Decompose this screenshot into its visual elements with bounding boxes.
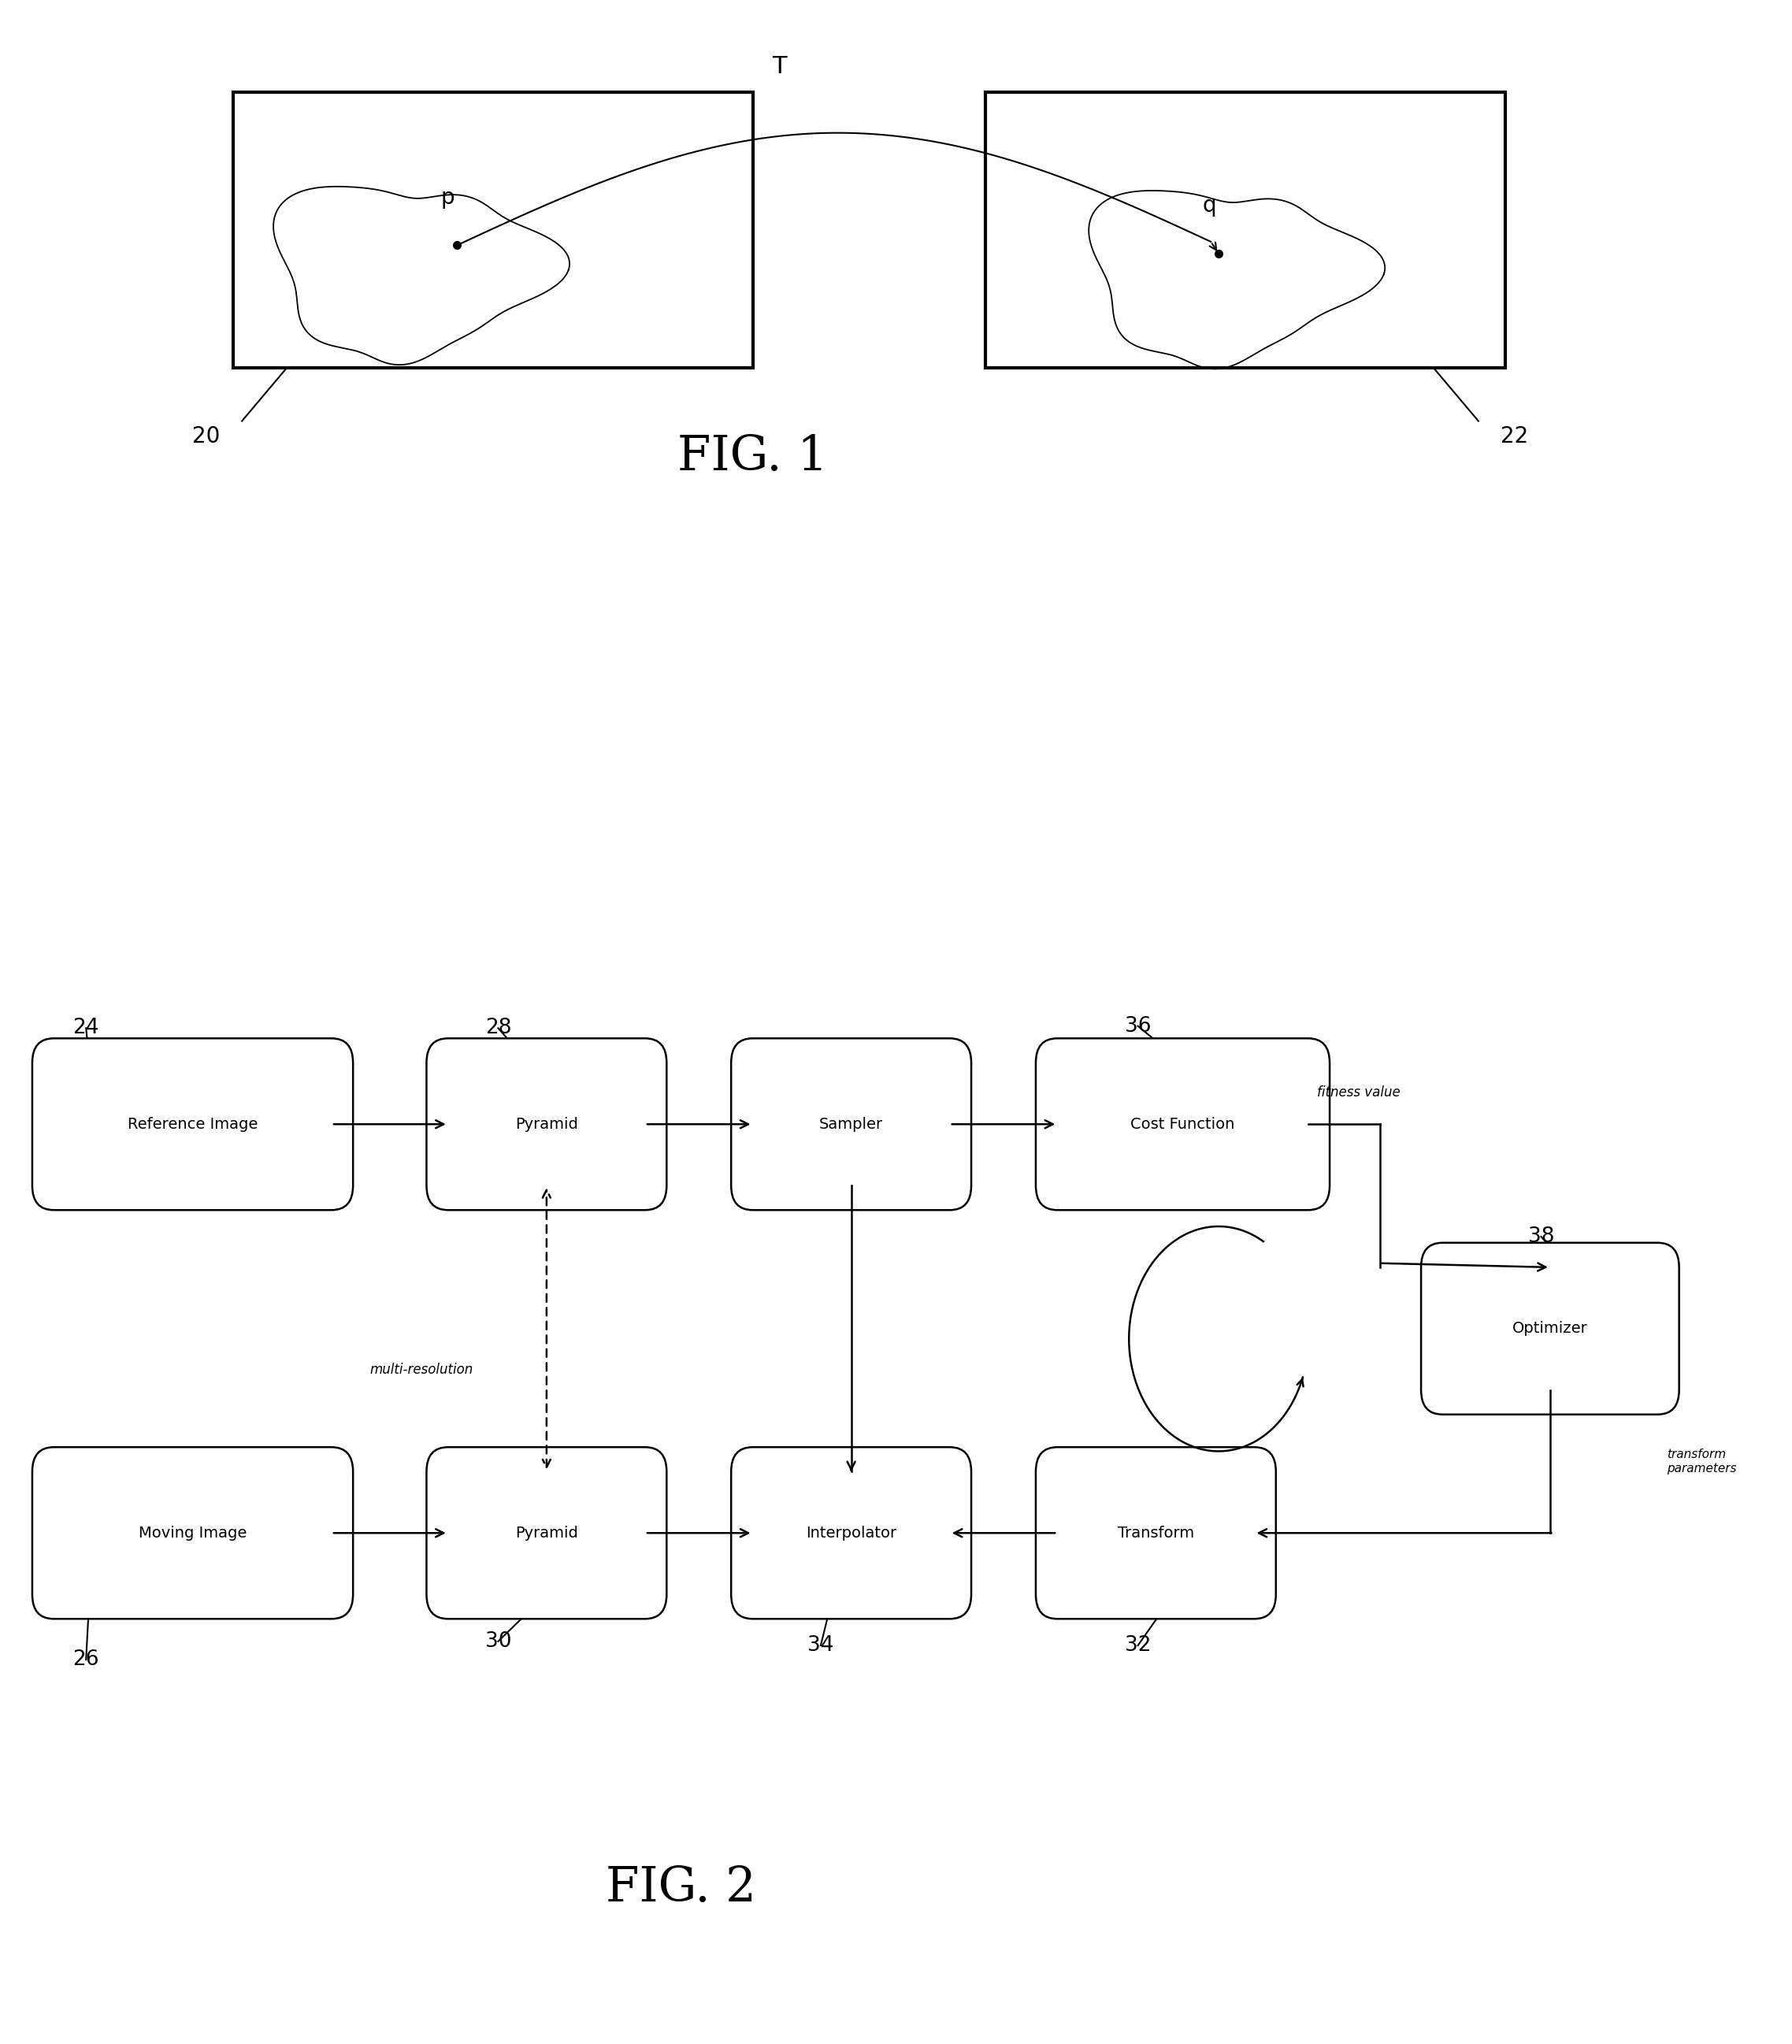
Text: Reference Image: Reference Image: [127, 1116, 258, 1132]
Text: 24: 24: [73, 1018, 99, 1038]
Text: T: T: [772, 55, 787, 78]
Text: 30: 30: [486, 1631, 511, 1652]
Text: Interpolator: Interpolator: [806, 1525, 896, 1541]
Text: fitness value: fitness value: [1317, 1085, 1400, 1100]
Text: Transform: Transform: [1118, 1525, 1193, 1541]
Text: q: q: [1202, 194, 1217, 217]
Text: Cost Function: Cost Function: [1131, 1116, 1235, 1132]
FancyBboxPatch shape: [32, 1447, 353, 1619]
Text: FIG. 1: FIG. 1: [677, 433, 828, 480]
Text: 38: 38: [1529, 1226, 1554, 1247]
Text: transform
parameters: transform parameters: [1667, 1449, 1736, 1474]
FancyBboxPatch shape: [426, 1447, 667, 1619]
Text: 34: 34: [808, 1635, 833, 1656]
Text: 36: 36: [1125, 1016, 1150, 1036]
Text: 32: 32: [1125, 1635, 1150, 1656]
Text: Pyramid: Pyramid: [514, 1525, 579, 1541]
FancyBboxPatch shape: [1036, 1038, 1330, 1210]
Text: 26: 26: [73, 1650, 99, 1670]
Bar: [986, 92, 1505, 368]
Text: 20: 20: [192, 425, 220, 448]
Text: Pyramid: Pyramid: [514, 1116, 579, 1132]
FancyBboxPatch shape: [731, 1447, 971, 1619]
Text: Sampler: Sampler: [819, 1116, 883, 1132]
Text: 22: 22: [1500, 425, 1529, 448]
FancyBboxPatch shape: [1036, 1447, 1276, 1619]
Bar: [233, 92, 753, 368]
Text: FIG. 2: FIG. 2: [606, 1864, 756, 1911]
Text: multi-resolution: multi-resolution: [369, 1363, 473, 1376]
Text: 28: 28: [486, 1018, 511, 1038]
Text: Optimizer: Optimizer: [1512, 1320, 1588, 1337]
FancyBboxPatch shape: [426, 1038, 667, 1210]
FancyBboxPatch shape: [1421, 1243, 1679, 1414]
Text: Moving Image: Moving Image: [138, 1525, 247, 1541]
Text: p: p: [441, 186, 455, 208]
FancyBboxPatch shape: [731, 1038, 971, 1210]
FancyBboxPatch shape: [32, 1038, 353, 1210]
